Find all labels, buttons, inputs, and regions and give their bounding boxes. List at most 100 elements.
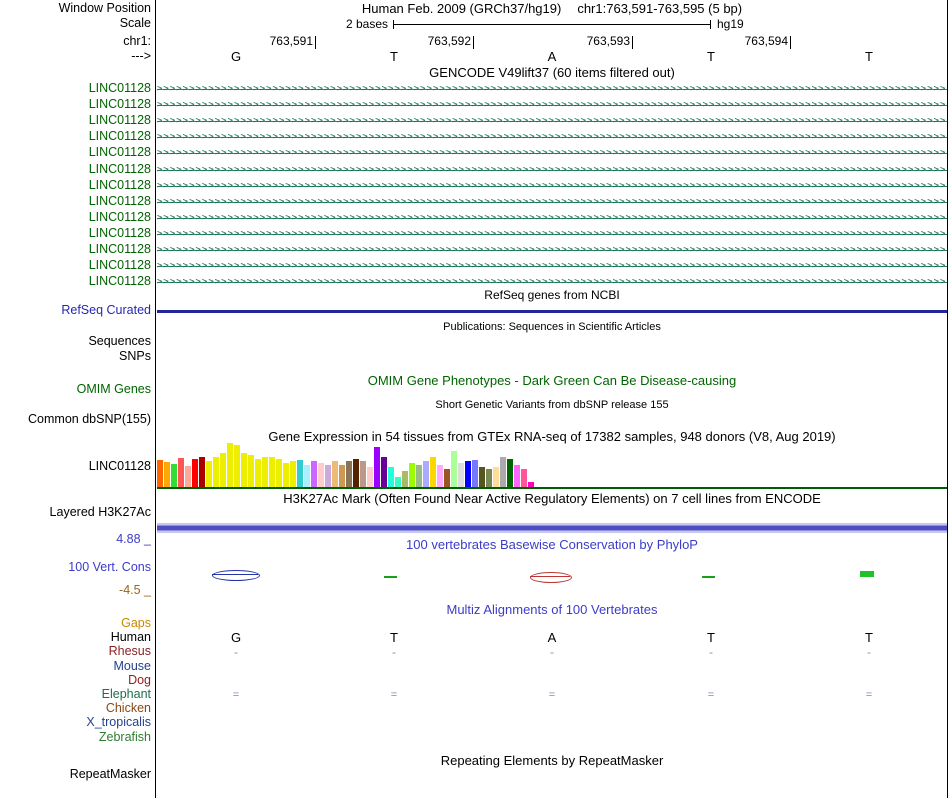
gencode-gene-label[interactable]: LINC01128 (88, 258, 151, 272)
multiz-alignment-cell[interactable]: = (707, 689, 715, 701)
gtex-tissue-bar[interactable] (339, 465, 345, 487)
gtex-tissue-bar[interactable] (528, 482, 534, 487)
omim-genes-label[interactable]: OMIM Genes (76, 382, 151, 396)
gtex-tissue-bar[interactable] (199, 457, 205, 487)
multiz-alignment-cell[interactable]: A (547, 630, 557, 645)
gencode-transcript-row[interactable]: >>>>>>>>>>>>>>>>>>>>>>>>>>>>>>>>>>>>>>>>… (157, 226, 947, 242)
multiz-species-label-zebrafish[interactable]: Zebrafish (98, 730, 151, 744)
gencode-transcript-row[interactable]: >>>>>>>>>>>>>>>>>>>>>>>>>>>>>>>>>>>>>>>>… (157, 210, 947, 226)
gencode-gene-label[interactable]: LINC01128 (88, 162, 151, 176)
gtex-tissue-bar[interactable] (185, 466, 191, 487)
multiz-alignment-cell[interactable]: T (707, 630, 715, 645)
multiz-species-label-dog[interactable]: Dog (128, 673, 151, 687)
multiz-alignment-cell[interactable]: - (392, 645, 396, 659)
gencode-transcript-row[interactable]: >>>>>>>>>>>>>>>>>>>>>>>>>>>>>>>>>>>>>>>>… (157, 162, 947, 178)
dbsnp-label[interactable]: Common dbSNP(155) (28, 412, 151, 426)
gtex-tissue-bar[interactable] (157, 460, 163, 487)
multiz-species-label-gaps[interactable]: Gaps (121, 616, 151, 630)
gencode-gene-label[interactable]: LINC01128 (88, 194, 151, 208)
gtex-tissue-bar[interactable] (318, 463, 324, 487)
gtex-tissue-bar[interactable] (269, 457, 275, 487)
repeatmasker-label[interactable]: RepeatMasker (69, 767, 151, 781)
gtex-tissue-bar[interactable] (283, 463, 289, 487)
gtex-tissue-bar[interactable] (241, 453, 247, 487)
gencode-transcript-row[interactable]: >>>>>>>>>>>>>>>>>>>>>>>>>>>>>>>>>>>>>>>>… (157, 129, 947, 145)
h3k27ac-signal[interactable] (157, 523, 947, 533)
gtex-tissue-bar[interactable] (479, 467, 485, 487)
gencode-transcript-row[interactable]: >>>>>>>>>>>>>>>>>>>>>>>>>>>>>>>>>>>>>>>>… (157, 113, 947, 129)
gtex-tissue-bar[interactable] (374, 447, 380, 487)
gtex-tissue-bar[interactable] (493, 467, 499, 487)
gtex-tissue-bar[interactable] (486, 469, 492, 487)
gencode-transcript-row[interactable]: >>>>>>>>>>>>>>>>>>>>>>>>>>>>>>>>>>>>>>>>… (157, 145, 947, 161)
gencode-transcript-row[interactable]: >>>>>>>>>>>>>>>>>>>>>>>>>>>>>>>>>>>>>>>>… (157, 242, 947, 258)
multiz-species-label-mouse[interactable]: Mouse (113, 659, 151, 673)
phylop-label[interactable]: 100 Vert. Cons (68, 560, 151, 574)
gtex-tissue-bar[interactable] (332, 461, 338, 487)
gencode-transcript-row[interactable]: >>>>>>>>>>>>>>>>>>>>>>>>>>>>>>>>>>>>>>>>… (157, 194, 947, 210)
multiz-alignment-cell[interactable]: = (865, 689, 873, 701)
gtex-tissue-bar[interactable] (171, 464, 177, 487)
gtex-tissue-bar[interactable] (444, 469, 450, 487)
refseq-curated-item[interactable] (157, 310, 947, 313)
gtex-tissue-bar[interactable] (234, 445, 240, 487)
multiz-alignment-cell[interactable]: - (234, 645, 238, 659)
gtex-gene-label[interactable]: LINC01128 (88, 459, 151, 473)
phylop-tick-t2[interactable] (702, 576, 715, 578)
phylop-positive-bar-t3[interactable] (860, 571, 874, 577)
gtex-tissue-bar[interactable] (395, 477, 401, 487)
gencode-gene-label[interactable]: LINC01128 (88, 274, 151, 288)
multiz-alignment-cell[interactable]: = (390, 689, 398, 701)
gtex-tissue-bar[interactable] (430, 457, 436, 487)
gtex-tissue-bar[interactable] (472, 460, 478, 487)
gtex-gene-line[interactable] (157, 487, 947, 489)
gtex-tissue-bar[interactable] (255, 459, 261, 487)
phylop-tick-t1[interactable] (384, 576, 397, 578)
gtex-tissue-bar[interactable] (192, 459, 198, 487)
gtex-tissue-bar[interactable] (458, 463, 464, 487)
gtex-tissue-bar[interactable] (521, 469, 527, 487)
refseq-curated-label[interactable]: RefSeq Curated (61, 303, 151, 317)
gtex-tissue-bar[interactable] (402, 471, 408, 487)
gtex-tissue-bar[interactable] (381, 457, 387, 487)
gtex-tissue-bar[interactable] (262, 457, 268, 487)
gencode-transcript-row[interactable]: >>>>>>>>>>>>>>>>>>>>>>>>>>>>>>>>>>>>>>>>… (157, 178, 947, 194)
gencode-gene-label[interactable]: LINC01128 (88, 242, 151, 256)
gtex-tissue-bar[interactable] (360, 461, 366, 487)
gtex-bar-chart[interactable] (157, 443, 947, 487)
gtex-tissue-bar[interactable] (213, 457, 219, 487)
multiz-species-label-x_tropicalis[interactable]: X_tropicalis (86, 715, 151, 729)
gtex-tissue-bar[interactable] (248, 455, 254, 487)
gtex-tissue-bar[interactable] (367, 467, 373, 487)
gencode-transcript-row[interactable]: >>>>>>>>>>>>>>>>>>>>>>>>>>>>>>>>>>>>>>>>… (157, 81, 947, 97)
sequences-label[interactable]: Sequences (88, 334, 151, 348)
multiz-alignment-cell[interactable]: = (548, 689, 556, 701)
gencode-gene-label[interactable]: LINC01128 (88, 129, 151, 143)
gtex-tissue-bar[interactable] (353, 459, 359, 487)
gtex-tissue-bar[interactable] (500, 457, 506, 487)
gtex-tissue-bar[interactable] (290, 461, 296, 487)
gencode-gene-label[interactable]: LINC01128 (88, 81, 151, 95)
gtex-tissue-bar[interactable] (409, 463, 415, 487)
gtex-tissue-bar[interactable] (276, 459, 282, 487)
gtex-tissue-bar[interactable] (311, 461, 317, 487)
gtex-tissue-bar[interactable] (423, 461, 429, 487)
phylop-negative-lens-g[interactable] (212, 570, 260, 581)
multiz-alignment-cell[interactable]: G (230, 630, 242, 645)
gtex-tissue-bar[interactable] (325, 465, 331, 487)
multiz-alignment-cell[interactable]: - (709, 645, 713, 659)
gtex-tissue-bar[interactable] (507, 459, 513, 487)
gtex-tissue-bar[interactable] (465, 461, 471, 487)
multiz-species-label-human[interactable]: Human (110, 630, 151, 644)
gencode-gene-label[interactable]: LINC01128 (88, 178, 151, 192)
multiz-alignment-cell[interactable]: - (550, 645, 554, 659)
gtex-tissue-bar[interactable] (388, 467, 394, 487)
multiz-alignment-cell[interactable]: - (867, 645, 871, 659)
gtex-tissue-bar[interactable] (164, 462, 170, 487)
multiz-species-label-rhesus[interactable]: Rhesus (108, 644, 151, 658)
gtex-tissue-bar[interactable] (227, 443, 233, 487)
gencode-gene-label[interactable]: LINC01128 (88, 113, 151, 127)
gencode-transcript-row[interactable]: >>>>>>>>>>>>>>>>>>>>>>>>>>>>>>>>>>>>>>>>… (157, 258, 947, 274)
multiz-alignment-cell[interactable]: = (232, 689, 240, 701)
gencode-gene-label[interactable]: LINC01128 (88, 97, 151, 111)
